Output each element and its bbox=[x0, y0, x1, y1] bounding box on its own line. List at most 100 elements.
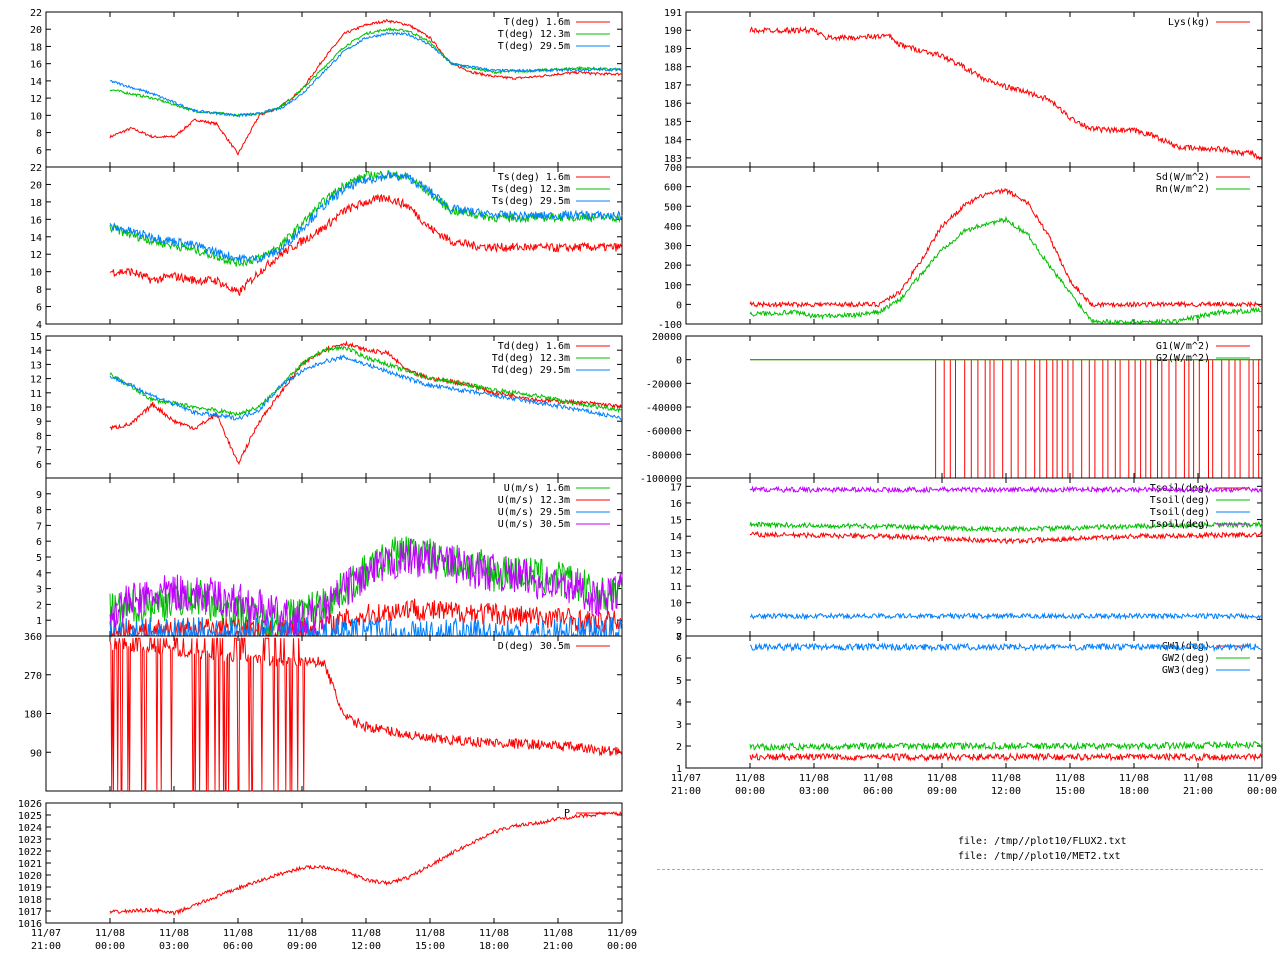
y-tick-label: 16 bbox=[30, 60, 42, 71]
plot-frame bbox=[45, 635, 623, 792]
y-tick-label: 1025 bbox=[18, 811, 42, 822]
y-tick-label: -60000 bbox=[646, 427, 682, 438]
y-tick-label: 12 bbox=[30, 94, 42, 105]
y-tick-label: 17 bbox=[670, 482, 682, 493]
legend-label: Ts(deg) 1.6m bbox=[498, 172, 570, 183]
legend-label: Td(deg) 12.3m bbox=[492, 353, 570, 364]
y-tick-label: 186 bbox=[664, 99, 682, 110]
y-tick-label: 90 bbox=[30, 748, 42, 759]
y-tick-label: 4 bbox=[676, 698, 682, 709]
y-tick-label: 6 bbox=[36, 537, 42, 548]
y-tick-label: 185 bbox=[664, 117, 682, 128]
y-tick-label: 3 bbox=[676, 720, 682, 731]
y-tick-label: 187 bbox=[664, 81, 682, 92]
y-tick-label: 4 bbox=[36, 569, 42, 580]
series-line bbox=[749, 642, 1263, 653]
legend-label: GW2(deg) bbox=[1162, 653, 1210, 664]
y-tick-label: 12 bbox=[30, 375, 42, 386]
y-tick-label: 8 bbox=[36, 285, 42, 296]
legend-label: U(m/s) 29.5m bbox=[498, 507, 570, 518]
y-tick-label: 1021 bbox=[18, 859, 42, 870]
y-tick-label: 8 bbox=[36, 506, 42, 517]
series-line bbox=[109, 193, 623, 297]
y-tick-label: 3 bbox=[36, 585, 42, 596]
legend-label: Ts(deg) 12.3m bbox=[492, 184, 570, 195]
legend-label: D(deg) 30.5m bbox=[498, 641, 570, 652]
y-tick-label: 183 bbox=[664, 154, 682, 165]
series-line bbox=[749, 215, 1263, 326]
separator-line bbox=[657, 869, 1263, 870]
x-tick-label: 11/08 bbox=[415, 928, 445, 939]
series-line bbox=[109, 345, 623, 417]
x-tick-label: 21:00 bbox=[31, 941, 61, 952]
y-tick-label: 11 bbox=[670, 582, 682, 593]
y-tick-label: 8 bbox=[676, 632, 682, 643]
y-tick-label: 13 bbox=[670, 549, 682, 560]
legend-label: Td(deg) 29.5m bbox=[492, 365, 570, 376]
y-tick-label: 15 bbox=[30, 332, 42, 343]
series-line bbox=[749, 25, 1263, 161]
legend-label: Tsoil(deg) bbox=[1150, 519, 1210, 530]
y-tick-label: 1022 bbox=[18, 847, 42, 858]
y-tick-label: -20000 bbox=[646, 379, 682, 390]
x-tick-label: 12:00 bbox=[991, 786, 1021, 797]
plot-frame bbox=[45, 166, 623, 325]
series-line bbox=[109, 810, 623, 916]
series-line bbox=[749, 187, 1263, 309]
legend-label: Tsoil(deg) bbox=[1150, 495, 1210, 506]
series-line bbox=[109, 354, 622, 421]
y-tick-label: 184 bbox=[664, 136, 682, 147]
y-tick-label: 1020 bbox=[18, 871, 42, 882]
y-tick-label: 1026 bbox=[18, 799, 42, 810]
legend-label: T(deg) 29.5m bbox=[498, 41, 570, 52]
y-tick-label: 20 bbox=[30, 180, 42, 191]
y-tick-label: -40000 bbox=[646, 403, 682, 414]
y-tick-label: 18 bbox=[30, 198, 42, 209]
x-tick-label: 18:00 bbox=[479, 941, 509, 952]
x-tick-label: 18:00 bbox=[1119, 786, 1149, 797]
x-tick-label: 00:00 bbox=[735, 786, 765, 797]
y-tick-label: 188 bbox=[664, 63, 682, 74]
y-tick-label: 180 bbox=[24, 710, 42, 721]
series-line bbox=[749, 521, 1263, 534]
legend-label: U(m/s) 12.3m bbox=[498, 495, 570, 506]
x-tick-label: 11/08 bbox=[351, 928, 381, 939]
series-line bbox=[749, 740, 1263, 752]
x-tick-label: 11/09 bbox=[607, 928, 637, 939]
legend-label: Tsoil(deg) bbox=[1150, 507, 1210, 518]
y-tick-label: 200 bbox=[664, 261, 682, 272]
x-tick-label: 21:00 bbox=[1183, 786, 1213, 797]
x-tick-label: 11/08 bbox=[799, 773, 829, 784]
y-tick-label: 12 bbox=[30, 250, 42, 261]
y-tick-label: 9 bbox=[676, 615, 682, 626]
legend-label: U(m/s) 30.5m bbox=[498, 519, 570, 530]
y-tick-label: 191 bbox=[664, 8, 682, 19]
x-tick-label: 09:00 bbox=[287, 941, 317, 952]
y-tick-label: 4 bbox=[36, 320, 42, 331]
y-tick-label: 1 bbox=[36, 616, 42, 627]
x-tick-label: 11/08 bbox=[1055, 773, 1085, 784]
y-tick-label: 11 bbox=[30, 389, 42, 400]
y-tick-label: 16 bbox=[670, 499, 682, 510]
y-tick-label: 14 bbox=[30, 346, 42, 357]
x-tick-label: 03:00 bbox=[159, 941, 189, 952]
x-tick-label: 11/07 bbox=[671, 773, 701, 784]
x-tick-label: 11/08 bbox=[159, 928, 189, 939]
x-tick-label: 11/07 bbox=[31, 928, 61, 939]
y-tick-label: 13 bbox=[30, 360, 42, 371]
series-line bbox=[749, 530, 1263, 545]
y-tick-label: 5 bbox=[676, 676, 682, 687]
legend-label: Rn(W/m^2) bbox=[1156, 184, 1210, 195]
y-tick-label: 1019 bbox=[18, 883, 42, 894]
y-tick-label: 1023 bbox=[18, 835, 42, 846]
y-tick-label: 270 bbox=[24, 671, 42, 682]
y-tick-label: 0 bbox=[676, 300, 682, 311]
y-tick-label: 9 bbox=[36, 490, 42, 501]
x-tick-label: 00:00 bbox=[95, 941, 125, 952]
y-tick-label: 14 bbox=[670, 532, 682, 543]
y-tick-label: 360 bbox=[24, 632, 42, 643]
x-tick-label: 06:00 bbox=[223, 941, 253, 952]
y-tick-label: 10 bbox=[670, 599, 682, 610]
y-tick-label: 700 bbox=[664, 163, 682, 174]
